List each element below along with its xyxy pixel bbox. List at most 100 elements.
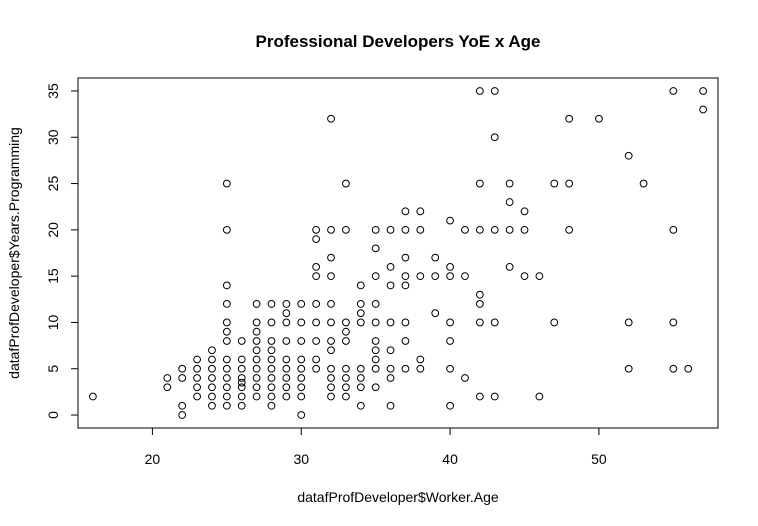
data-point — [252, 383, 261, 392]
data-point — [327, 374, 335, 382]
data-point — [208, 401, 216, 410]
data-point — [401, 318, 410, 327]
data-point — [699, 105, 708, 114]
data-point — [282, 364, 291, 373]
data-point — [431, 272, 440, 281]
data-point — [208, 346, 216, 355]
data-point — [267, 364, 276, 373]
data-point — [252, 337, 261, 345]
data-point — [416, 272, 425, 281]
data-point — [297, 364, 306, 373]
data-point — [356, 281, 365, 290]
data-point — [386, 401, 395, 410]
data-point — [222, 327, 231, 336]
data-point — [461, 225, 469, 234]
data-point — [446, 318, 454, 327]
data-point — [193, 364, 201, 373]
data-point — [282, 374, 291, 382]
data-point — [208, 355, 216, 364]
data-point — [237, 355, 246, 364]
data-point — [520, 225, 529, 234]
data-point — [312, 364, 321, 373]
y-tick-label: 0 — [45, 411, 61, 419]
data-point — [565, 225, 574, 234]
data-point — [327, 272, 335, 281]
data-point — [416, 207, 425, 216]
data-point — [371, 337, 380, 345]
data-point — [327, 253, 335, 262]
data-point — [520, 272, 529, 281]
data-point — [297, 355, 306, 364]
y-tick-label: 20 — [45, 222, 61, 238]
data-point — [193, 355, 201, 364]
data-point — [327, 225, 335, 234]
data-point — [297, 300, 306, 308]
data-point — [386, 281, 395, 290]
data-point — [401, 337, 410, 345]
data-point — [237, 337, 246, 345]
data-point — [475, 225, 484, 234]
data-point — [356, 364, 365, 373]
data-point — [312, 235, 321, 244]
data-point — [297, 337, 306, 345]
data-point — [356, 374, 365, 382]
data-point — [222, 374, 231, 382]
data-point — [342, 392, 350, 401]
data-point — [282, 300, 291, 308]
data-point — [371, 346, 380, 355]
y-axis: 0 5 10 15 20 25 30 35 — [45, 83, 79, 419]
y-axis-label: datafProfDeveloper$Years.Programming — [6, 127, 22, 379]
data-point — [490, 87, 499, 95]
data-point — [371, 300, 380, 308]
data-point — [327, 364, 335, 373]
data-point — [178, 411, 187, 419]
data-point — [193, 374, 201, 382]
data-point — [371, 364, 380, 373]
data-point — [505, 262, 514, 271]
data-point — [371, 272, 380, 281]
data-point — [446, 262, 454, 271]
data-point — [252, 355, 261, 364]
data-point — [252, 327, 261, 336]
data-point — [267, 318, 276, 327]
data-point — [386, 262, 395, 271]
data-point — [267, 337, 276, 345]
data-point — [267, 300, 276, 308]
data-point — [222, 281, 231, 290]
data-point — [178, 401, 187, 410]
data-point — [475, 318, 484, 327]
data-point — [312, 355, 321, 364]
data-point — [386, 346, 395, 355]
data-point — [386, 374, 395, 382]
data-point — [178, 364, 187, 373]
data-point — [401, 207, 410, 216]
data-point — [163, 374, 172, 382]
data-point — [282, 383, 291, 392]
data-point — [312, 300, 321, 308]
data-point — [297, 392, 306, 401]
plot-frame — [77, 77, 719, 429]
data-point — [267, 355, 276, 364]
data-point — [475, 87, 484, 95]
data-point — [356, 383, 365, 392]
data-point — [490, 318, 499, 327]
data-point — [356, 300, 365, 308]
data-point — [371, 225, 380, 234]
data-point — [461, 374, 469, 382]
x-axis-label: datafProfDeveloper$Worker.Age — [297, 489, 499, 505]
data-point — [312, 337, 321, 345]
data-point — [401, 281, 410, 290]
data-point — [193, 383, 201, 392]
x-tick-label: 50 — [591, 451, 607, 467]
data-point — [416, 364, 425, 373]
data-point — [416, 225, 425, 234]
data-point — [490, 133, 499, 142]
data-point — [282, 337, 291, 345]
data-point — [461, 272, 469, 281]
x-tick-label: 40 — [442, 451, 458, 467]
data-point — [193, 392, 201, 401]
data-point — [505, 198, 514, 206]
data-point — [222, 318, 231, 327]
data-point — [490, 225, 499, 234]
data-point — [282, 392, 291, 401]
